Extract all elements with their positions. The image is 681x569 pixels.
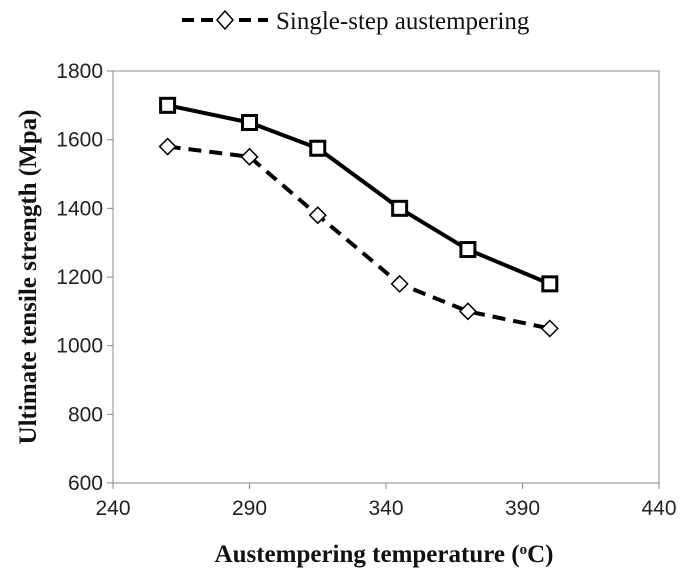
series-0-square-marker	[159, 96, 177, 114]
legend-diamond-marker	[215, 9, 235, 31]
series-1-diamond-marker	[308, 206, 327, 225]
x-axis-title-unit: C)	[527, 541, 553, 568]
y-tick-label: 1600	[56, 129, 103, 152]
x-axis-title: Austempering temperature (oC)	[215, 541, 554, 568]
y-tick-label: 1200	[56, 266, 103, 289]
series-1-diamond-marker	[458, 302, 477, 321]
x-axis-ticks: 240 290 340 390 440	[95, 483, 677, 520]
y-tick-label: 600	[68, 472, 103, 495]
x-tick-label: 290	[232, 497, 267, 520]
x-tick-label: 340	[368, 497, 403, 520]
series-0-line	[167, 103, 551, 286]
series-0-square-marker	[309, 139, 327, 157]
y-tick-label: 1400	[56, 197, 103, 220]
y-tick-label: 1000	[56, 335, 103, 358]
series-0-square-marker	[391, 199, 409, 217]
series-0-square-marker	[241, 114, 258, 131]
series-1-diamond-marker	[240, 147, 259, 166]
x-tick-label: 240	[95, 497, 130, 520]
x-tick-label: 440	[641, 497, 676, 520]
x-axis-title-superscript: o	[520, 542, 528, 558]
legend-label-single-step: Single-step austempering	[276, 8, 530, 35]
series-0-square-marker	[459, 241, 477, 259]
series-1-diamond-marker	[158, 137, 177, 156]
series-0-square-marker	[541, 275, 559, 293]
series-1-line	[167, 144, 551, 331]
y-tick-label: 800	[68, 403, 103, 426]
y-tick-label: 1800	[56, 60, 103, 83]
y-axis-title: Ultimate tensile strength (Mpa)	[15, 110, 42, 445]
plot-area-frame	[112, 70, 660, 484]
y-axis-ticks: 600 800 1000 1200 1400 1600 1800	[56, 60, 113, 495]
legend: Single-step austempering	[182, 8, 530, 35]
x-tick-label: 390	[505, 497, 540, 520]
series-1-diamond-marker	[390, 274, 409, 293]
series-layer	[158, 96, 559, 338]
x-axis-title-text: Austempering temperature (	[215, 541, 520, 568]
series-1-diamond-marker	[540, 319, 559, 338]
